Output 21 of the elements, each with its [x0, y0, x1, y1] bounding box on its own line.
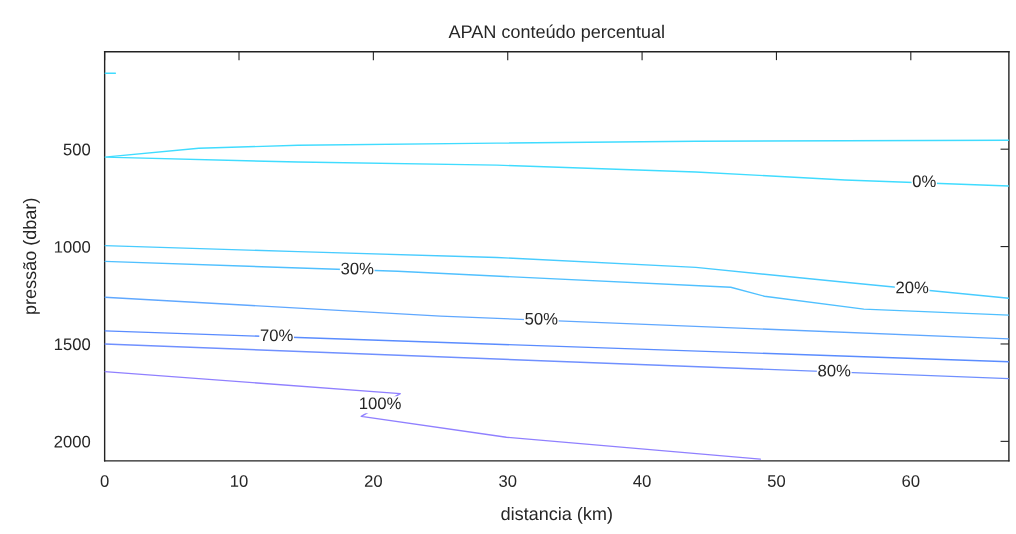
chart-title: APAN conteúdo percentual — [448, 24, 664, 42]
annotation: 100% — [360, 397, 401, 410]
x-tick-label: 50 — [767, 475, 786, 487]
annotation: 0% — [912, 175, 936, 188]
x-tick-label: 10 — [231, 475, 248, 487]
annotation: 20% — [896, 281, 929, 294]
x-tick-label: 60 — [902, 475, 920, 487]
x-tick-label: 0 — [100, 475, 109, 487]
y-tick-label: 2000 — [54, 435, 91, 448]
annotation: 70% — [260, 329, 293, 342]
y-tick-label: 500 — [63, 143, 91, 156]
x-axis-title: distancia (km) — [501, 506, 612, 524]
x-tick-label: 40 — [633, 475, 651, 487]
x-tick-label: 20 — [364, 475, 382, 487]
y-tick-label: 1000 — [54, 240, 91, 253]
y-axis-title: pressão (dbar) — [22, 198, 40, 314]
annotation: 80% — [818, 364, 851, 377]
annotation: 30% — [341, 262, 374, 275]
y-tick-label: 1500 — [54, 338, 91, 351]
annotation: 50% — [525, 312, 558, 325]
x-tick-label: 30 — [499, 475, 517, 487]
